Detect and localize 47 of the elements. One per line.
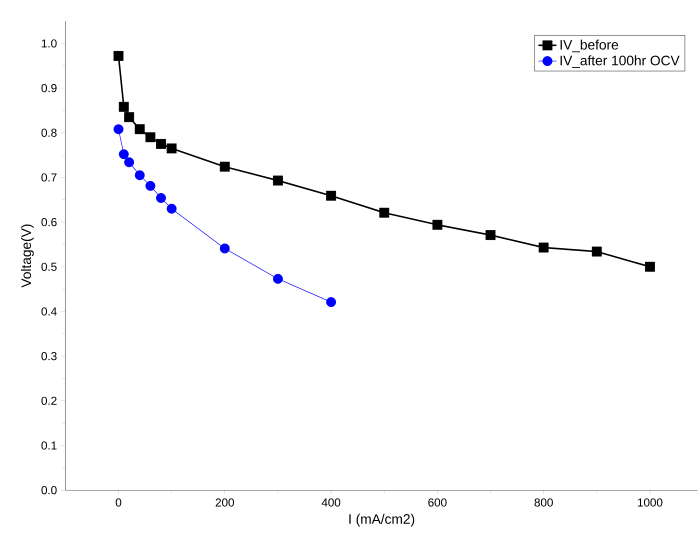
y-tick-label: 0.5	[41, 262, 57, 271]
x-axis-title: I (mA/cm2)	[349, 514, 414, 526]
point	[645, 262, 655, 272]
y-tick-label: 0.0	[41, 486, 57, 494]
y-tick-label: 0.2	[41, 396, 57, 405]
point	[272, 175, 283, 186]
point	[156, 192, 166, 203]
point	[538, 242, 549, 252]
x-tick-label: 600	[428, 498, 447, 506]
point	[220, 243, 230, 254]
point	[134, 124, 145, 134]
point	[134, 170, 145, 180]
point	[124, 157, 134, 168]
point	[145, 180, 156, 191]
point	[272, 274, 283, 284]
y-tick-label: 0.1	[41, 441, 57, 450]
point	[114, 124, 124, 134]
y-tick-label: 0.6	[41, 218, 57, 226]
y-tick-label: 0.8	[41, 128, 57, 137]
point	[220, 162, 230, 172]
x-tick-label: 800	[534, 498, 553, 506]
x-tick-label: 1000	[638, 498, 662, 506]
point	[114, 50, 124, 61]
y-tick-label: 0.9	[41, 84, 57, 92]
y-tick-label: 1.0	[42, 39, 57, 48]
point	[326, 296, 336, 307]
point	[118, 149, 129, 160]
point	[326, 190, 336, 201]
x-tick-label: 400	[322, 498, 340, 506]
point	[156, 138, 166, 149]
point	[118, 102, 129, 112]
point	[145, 132, 156, 142]
y-axis-title: Voltage(V)	[20, 224, 34, 288]
legend-label: IV_after 100hr OCV	[560, 55, 680, 68]
point	[486, 230, 496, 240]
point	[379, 208, 390, 218]
point	[166, 204, 177, 214]
y-tick-label: 0.4	[41, 307, 57, 316]
point	[592, 246, 602, 256]
legend-label: IV_before	[560, 39, 618, 52]
y-tick-label: 0.3	[41, 352, 57, 360]
x-tick-label: 0	[116, 498, 122, 506]
point	[124, 112, 134, 122]
point	[166, 143, 177, 154]
point	[432, 220, 442, 230]
x-tick-label: 200	[216, 498, 234, 506]
y-tick-label: 0.7	[41, 173, 57, 182]
